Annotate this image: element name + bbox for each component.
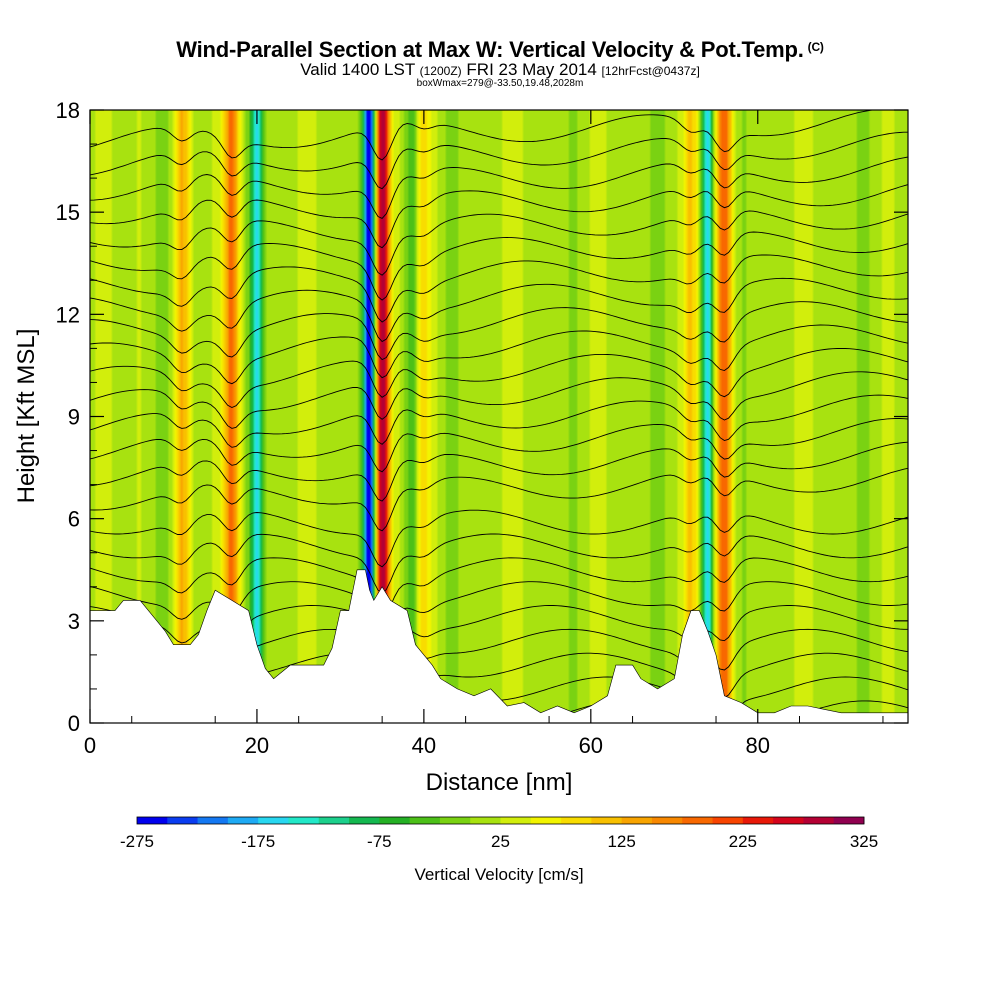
- colorbar-swatch: [833, 817, 865, 824]
- colorbar-swatch: [197, 817, 229, 824]
- colorbar-swatch: [500, 817, 532, 824]
- colorbar-swatch: [439, 817, 471, 824]
- x-tick-label: 20: [245, 733, 269, 758]
- pot-temp-contour: [90, 231, 908, 301]
- box-info: boxWmax=279@-33.50,19.48,2028m: [416, 78, 584, 89]
- terrain: [90, 569, 908, 723]
- colorbar-title: Vertical Velocity [cm/s]: [414, 865, 583, 884]
- pot-temp-contour: [90, 110, 908, 161]
- colorbar-swatch: [803, 817, 835, 824]
- y-tick-label: 18: [56, 98, 80, 123]
- colorbar-swatch: [409, 817, 441, 824]
- colorbar-swatch: [167, 817, 198, 824]
- pot-temp-contour: [90, 441, 908, 502]
- colorbar-swatch: [742, 817, 774, 824]
- colorbar-swatch: [470, 817, 501, 824]
- y-tick-label: 9: [68, 405, 80, 430]
- pot-temp-contour: [90, 184, 908, 249]
- pot-temp-contour: [90, 394, 908, 448]
- colorbar-swatch: [227, 817, 259, 824]
- colorbar-swatch: [621, 817, 653, 824]
- x-axis-title: Distance [nm]: [426, 769, 573, 796]
- colorbar-swatch: [258, 817, 289, 824]
- x-tick-label: 60: [579, 733, 603, 758]
- y-tick-label: 3: [68, 609, 80, 634]
- colorbar-tick-label: -75: [367, 832, 392, 851]
- colorbar-swatch: [379, 817, 411, 824]
- pot-temp-contour: [90, 371, 908, 429]
- pot-temp-contour: [90, 156, 908, 219]
- colorbar-swatch: [651, 817, 683, 824]
- y-tick-label: 12: [56, 302, 80, 327]
- x-tick-label: 80: [746, 733, 770, 758]
- pot-temp-contour: [90, 533, 908, 594]
- colorbar-tick-label: 325: [850, 832, 878, 851]
- pot-temp-contour: [90, 210, 908, 276]
- colorbar-tick-label: 125: [607, 832, 635, 851]
- colorbar-swatch: [318, 817, 350, 824]
- x-tick-label: 40: [412, 733, 436, 758]
- colorbar-tick-label: 25: [491, 832, 510, 851]
- axes: 0 20 40 60 80 0 3 6 9 12 15 18: [56, 98, 908, 758]
- colorbar-swatch: [137, 817, 168, 824]
- pot-temp-contour: [90, 254, 908, 323]
- colorbar-swatch: [288, 817, 320, 824]
- title-mark: (C): [807, 40, 824, 54]
- pot-temp-contour: [90, 557, 908, 618]
- colorbar-swatch: [349, 817, 380, 824]
- colorbar-swatch: [561, 817, 592, 824]
- colorbar-swatch: [712, 817, 744, 824]
- y-tick-label: 0: [68, 711, 80, 736]
- colorbar-swatch: [591, 817, 623, 824]
- pot-temp-contour: [90, 347, 908, 408]
- y-axis-title: Height [Kft MSL]: [13, 329, 40, 504]
- pot-temp-contour: [90, 509, 908, 568]
- y-tick-label: 15: [56, 200, 80, 225]
- colorbar: -275 -175 -75 25 125 225 325: [120, 816, 878, 851]
- pot-temp-contours: [90, 110, 908, 723]
- colorbar-frame: [136, 816, 865, 825]
- y-tick-label: 6: [68, 507, 80, 532]
- pot-temp-contour: [90, 324, 908, 385]
- pot-temp-contour: [90, 301, 908, 361]
- chart-title: Wind-Parallel Section at Max W: Vertical…: [176, 37, 824, 62]
- pot-temp-contour: [90, 277, 908, 343]
- colorbar-swatch: [682, 817, 713, 824]
- colorbar-tick-label: -275: [120, 832, 154, 851]
- colorbar-tick-label: -175: [241, 832, 275, 851]
- colorbar-swatch: [530, 817, 562, 824]
- pot-temp-contour: [90, 467, 908, 532]
- colorbar-tick-label: 225: [729, 832, 757, 851]
- chart-subtitle: Valid 1400 LST (1200Z) FRI 23 May 2014 […: [300, 60, 700, 79]
- x-tick-label: 0: [84, 733, 96, 758]
- pot-temp-contour: [90, 418, 908, 473]
- colorbar-swatch: [773, 817, 804, 824]
- pot-temp-contour: [90, 131, 908, 190]
